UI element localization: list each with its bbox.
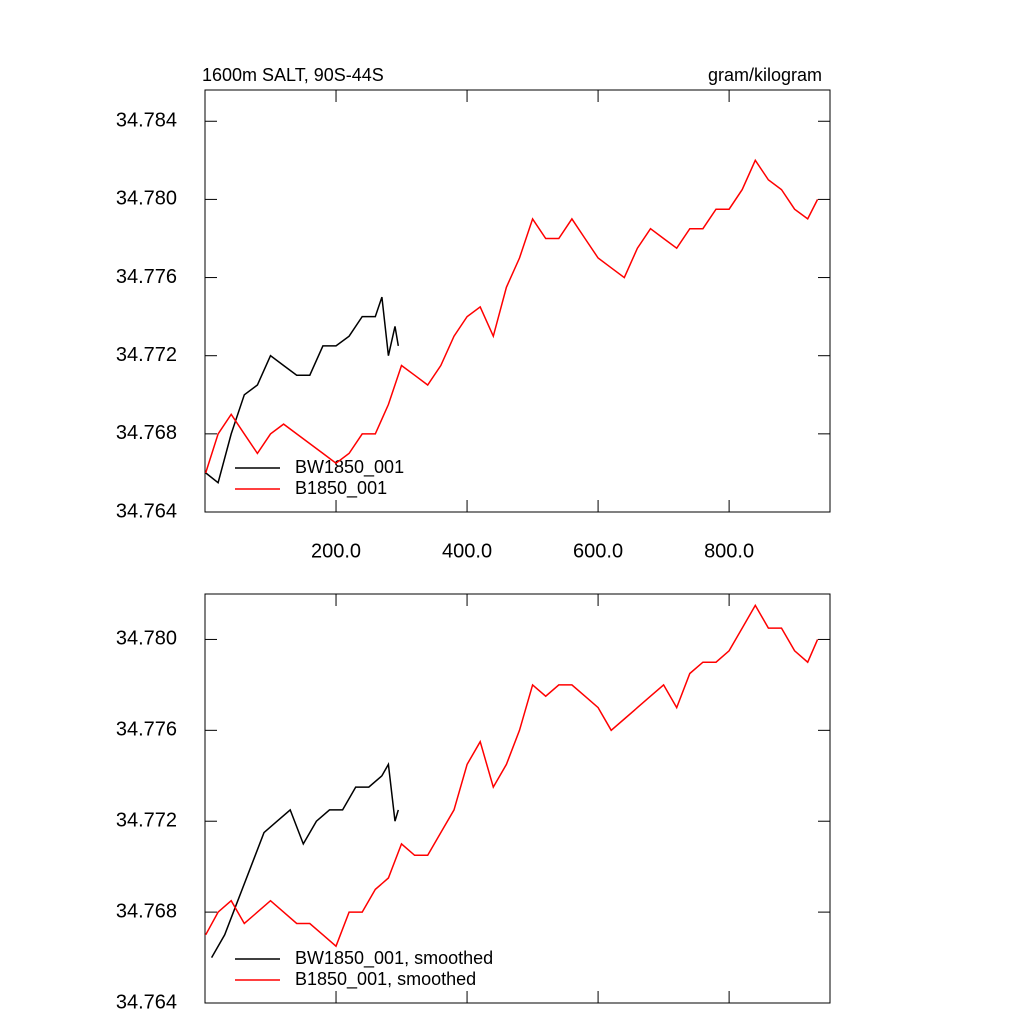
legend-label: BW1850_001 — [295, 457, 404, 478]
y-tick-label: 34.780 — [116, 188, 177, 210]
y-tick-label: 34.764 — [116, 991, 177, 1013]
y-tick-label: 34.776 — [116, 719, 177, 741]
legend-label: B1850_001, smoothed — [295, 969, 476, 990]
data-line — [205, 603, 819, 948]
data-line — [210, 762, 400, 958]
y-tick-label: 34.764 — [116, 500, 177, 522]
y-tick-label: 34.780 — [116, 628, 177, 650]
plot-frame — [204, 593, 831, 1004]
y-tick-label: 34.768 — [116, 422, 177, 444]
x-tick-label: 800.0 — [704, 540, 754, 562]
y-tick-label: 34.768 — [116, 900, 177, 922]
legend-label: B1850_001 — [295, 478, 387, 499]
data-line — [204, 158, 819, 474]
chart-title: 1600m SALT, 90S-44S — [202, 65, 384, 85]
y-tick-label: 34.772 — [116, 810, 177, 832]
y-tick-label: 34.784 — [116, 110, 177, 132]
y-tick-label: 34.776 — [116, 266, 177, 288]
x-tick-label: 400.0 — [442, 540, 492, 562]
chart-units: gram/kilogram — [708, 65, 822, 85]
x-tick-label: 200.0 — [311, 540, 361, 562]
legend-label: BW1850_001, smoothed — [295, 948, 493, 969]
y-tick-label: 34.772 — [116, 344, 177, 366]
plot-frame — [204, 89, 831, 513]
data-line — [205, 296, 400, 484]
x-tick-label: 600.0 — [573, 540, 623, 562]
